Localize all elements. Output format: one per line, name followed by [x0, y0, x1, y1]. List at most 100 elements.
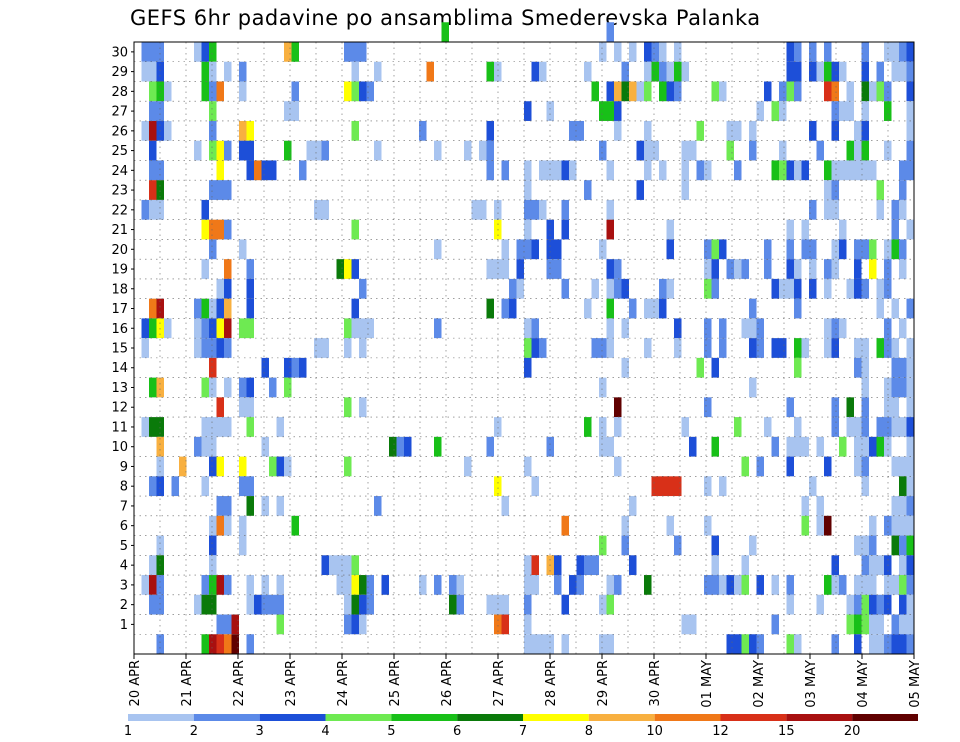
heatmap-cell [486, 436, 494, 457]
heatmap-cell [764, 417, 772, 437]
heatmap-cell [149, 476, 157, 497]
heatmap-cell [666, 239, 674, 260]
x-tick-label: 20 APR [128, 660, 143, 706]
heatmap-cell [216, 515, 224, 536]
heatmap-cell [494, 476, 502, 497]
heatmap-cell [891, 496, 899, 516]
heatmap-cell [734, 120, 742, 141]
heatmap-cell [644, 575, 652, 595]
heatmap-cell [674, 535, 682, 556]
heatmap-cell [906, 377, 914, 398]
heatmap-cell [156, 476, 164, 497]
heatmap-cell [861, 476, 869, 497]
heatmap-cell [704, 338, 712, 358]
heatmap-cell [636, 81, 644, 102]
heatmap-cell [606, 259, 614, 279]
heatmap-cell [876, 594, 884, 615]
heatmap-cell [494, 594, 502, 615]
heatmap-cell [531, 61, 539, 82]
heatmap-cell [201, 436, 209, 457]
y-tick-label: 17 [111, 302, 128, 317]
heatmap-cell [254, 160, 262, 181]
heatmap-cell [809, 61, 817, 82]
heatmap-cell [824, 456, 832, 477]
color-legend: 1 2 3 4 5 6 7 8 10 12 15 20 [124, 714, 918, 739]
heatmap-cell [359, 318, 367, 339]
heatmap-cell [906, 298, 914, 319]
heatmap-cell [614, 101, 622, 121]
heatmap-cell [779, 81, 787, 102]
x-tick-label: 21 APR [180, 660, 195, 706]
y-tick-label: 9 [120, 460, 128, 475]
heatmap-cell [899, 180, 907, 200]
heatmap-cell [164, 81, 172, 102]
heatmap-cell [771, 338, 779, 358]
heatmap-cell [891, 397, 899, 418]
heatmap-cell [486, 594, 494, 615]
heatmap-cell [846, 614, 854, 635]
heatmap-cell [606, 22, 614, 42]
heatmap-cell [224, 298, 232, 319]
heatmap-cell [831, 338, 839, 358]
heatmap-cell [644, 160, 652, 181]
legend-label: 4 [321, 724, 329, 739]
x-axis: 20 APR 21 APR 22 APR 23 APR 24 APR 25 APR 26 A… [128, 654, 923, 708]
heatmap-cell [156, 101, 164, 121]
heatmap-cell [561, 160, 569, 181]
heatmap-cell [261, 496, 269, 516]
heatmap-cell [786, 81, 794, 102]
heatmap-cell [329, 555, 337, 576]
heatmap-cell [216, 298, 224, 319]
heatmap-cell [614, 259, 622, 279]
heatmap-cell [396, 436, 404, 457]
heatmap-cell [554, 575, 562, 595]
legend-label: 12 [712, 724, 729, 739]
heatmap-cell [389, 436, 397, 457]
heatmap-cell [614, 278, 622, 299]
heatmap-cell [599, 338, 607, 358]
heatmap-cell [644, 120, 652, 141]
heatmap-cell [291, 101, 299, 121]
heatmap-cell [891, 535, 899, 556]
heatmap-cell [884, 239, 892, 260]
heatmap-cell [884, 417, 892, 437]
heatmap-cell [854, 278, 862, 299]
y-tick-label: 22 [111, 203, 128, 218]
heatmap-cell [831, 417, 839, 437]
heatmap-cell [891, 357, 899, 378]
heatmap-cell [276, 594, 284, 615]
x-tick-label: 24 APR [336, 660, 351, 706]
heatmap-cell [216, 417, 224, 437]
heatmap-cell [351, 61, 359, 82]
heatmap-cell [891, 456, 899, 477]
legend-swatch [457, 714, 523, 721]
heatmap-cell [869, 594, 877, 615]
heatmap-cell [899, 555, 907, 576]
heatmap-cell [846, 397, 854, 418]
heatmap-cell [794, 357, 802, 378]
heatmap-cell [824, 575, 832, 595]
heatmap-cell [846, 278, 854, 299]
heatmap-cell [201, 476, 209, 497]
heatmap-cell [359, 81, 367, 102]
heatmap-cell [711, 357, 719, 378]
heatmap-cell [906, 219, 914, 240]
heatmap-cell [149, 575, 157, 595]
heatmap-cell [449, 575, 457, 595]
heatmap-cell [629, 496, 637, 516]
heatmap-cell [666, 278, 674, 299]
heatmap-cell [149, 377, 157, 398]
heatmap-cell [194, 338, 202, 358]
heatmap-cell [606, 575, 614, 595]
legend-swatch [193, 714, 260, 721]
heatmap-cell [906, 338, 914, 358]
heatmap-cell [734, 417, 742, 437]
heatmap-cell [794, 278, 802, 299]
heatmap-cell [246, 634, 254, 654]
heatmap-cell [704, 515, 712, 536]
heatmap-cell [719, 318, 727, 339]
y-tick-label: 14 [111, 361, 128, 376]
heatmap-cell [246, 397, 254, 418]
heatmap-cell [861, 160, 869, 181]
